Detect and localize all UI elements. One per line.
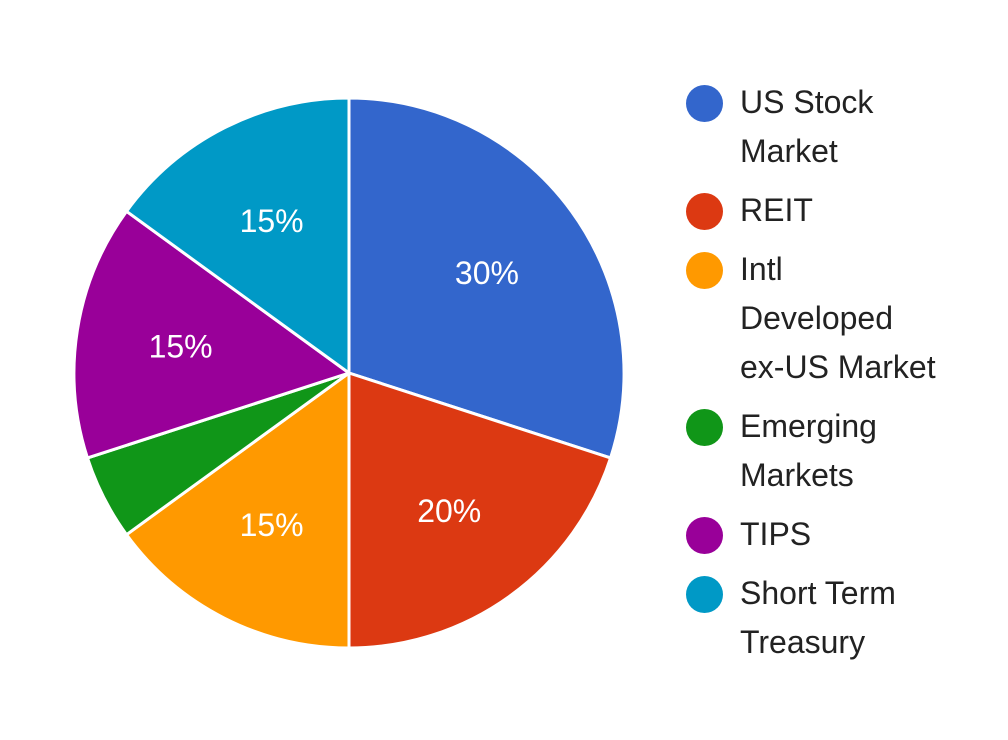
legend-item-intl-developed[interactable]: Intl Developed ex-US Market (686, 245, 996, 392)
legend-label: Emerging (740, 408, 877, 444)
legend-label: Market (740, 133, 838, 169)
legend-item-emerging-markets[interactable]: Emerging Markets (686, 402, 996, 500)
legend-dot-icon (686, 517, 723, 554)
legend-label: Intl (740, 251, 783, 287)
legend-item-reit[interactable]: REIT (686, 186, 996, 235)
pie-slice[interactable] (347, 370, 613, 650)
pie-slice[interactable] (72, 209, 353, 460)
legend-label: ex-US Market (740, 349, 936, 385)
slice-label: 20% (417, 493, 481, 529)
slice-label: 15% (149, 328, 213, 364)
slice-label: 15% (240, 507, 304, 543)
legend-dot-icon (686, 193, 723, 230)
legend-label: Developed (740, 300, 893, 336)
legend: US Stock Market REIT Intl Developed ex-U… (686, 78, 996, 677)
pie-slice[interactable] (347, 96, 626, 460)
legend-dot-icon (686, 409, 723, 446)
legend-label: Markets (740, 457, 854, 493)
legend-label: TIPS (740, 516, 812, 552)
legend-label: REIT (740, 192, 813, 228)
pie-chart: 30% 20% 15% 15% 15% (72, 96, 626, 650)
slice-label: 15% (240, 203, 304, 239)
pie-slice[interactable] (124, 370, 351, 650)
legend-dot-icon (686, 85, 723, 122)
legend-item-short-term-treasury[interactable]: Short Term Treasury (686, 569, 996, 667)
legend-label: Treasury (740, 624, 866, 660)
legend-item-tips[interactable]: TIPS (686, 510, 996, 559)
legend-label: Short Term (740, 575, 896, 611)
legend-dot-icon (686, 252, 723, 289)
slice-label: 30% (455, 255, 519, 291)
legend-label: US Stock (740, 84, 874, 120)
pie-slice[interactable] (124, 96, 351, 376)
legend-item-us-stock-market[interactable]: US Stock Market (686, 78, 996, 176)
legend-dot-icon (686, 576, 723, 613)
